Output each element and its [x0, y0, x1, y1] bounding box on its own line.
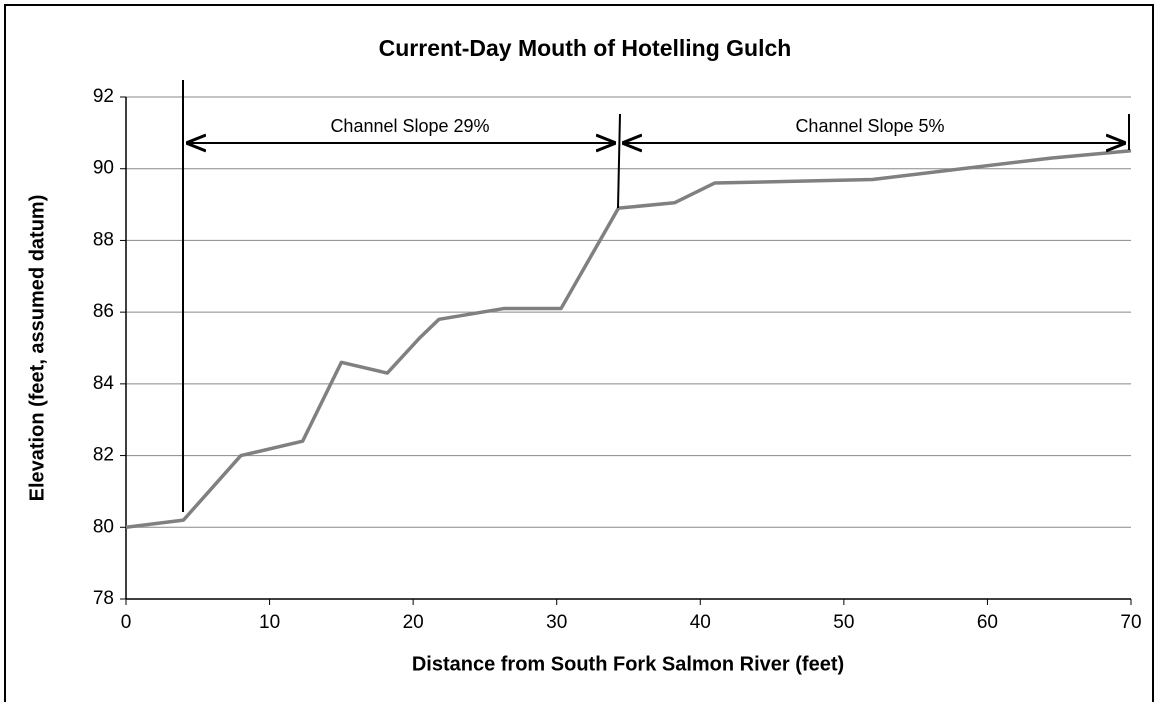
annotation-text: Channel Slope 5%: [795, 116, 944, 136]
annotation-line: [617, 113, 621, 209]
x-tick-label: 40: [690, 612, 711, 633]
y-tick-label: 80: [93, 516, 114, 537]
x-tick-label: 50: [833, 612, 854, 633]
frame: [4, 4, 1154, 702]
y-tick-label: 88: [93, 229, 114, 250]
y-axis-label: Elevation (feet, assumed datum): [26, 195, 48, 502]
y-tick-label: 82: [93, 445, 114, 466]
x-axis-label: Distance from South Fork Salmon River (f…: [412, 653, 844, 675]
x-tick-label: 20: [403, 612, 424, 633]
y-tick-label: 78: [93, 588, 114, 609]
annotation-text: Channel Slope 29%: [330, 116, 489, 136]
plot-area: 78 80 82 84 86 88 90 92 0 10 20 30 40 50 60 70: [93, 86, 1142, 633]
y-tick-label: 84: [93, 373, 115, 394]
x-tick-label: 30: [546, 612, 567, 633]
annotations: [182, 80, 1130, 512]
x-tick-label: 60: [977, 612, 998, 633]
x-tick-label: 10: [259, 612, 280, 633]
x-tick-label: 70: [1120, 612, 1141, 633]
y-tick-label: 90: [93, 158, 114, 179]
chart-title: Current-Day Mouth of Hotelling Gulch: [379, 35, 792, 61]
data-line: [125, 149, 1132, 530]
y-tick-label: 86: [93, 301, 114, 322]
y-tick-label: 92: [93, 86, 114, 107]
x-tick-label: 0: [121, 612, 132, 633]
